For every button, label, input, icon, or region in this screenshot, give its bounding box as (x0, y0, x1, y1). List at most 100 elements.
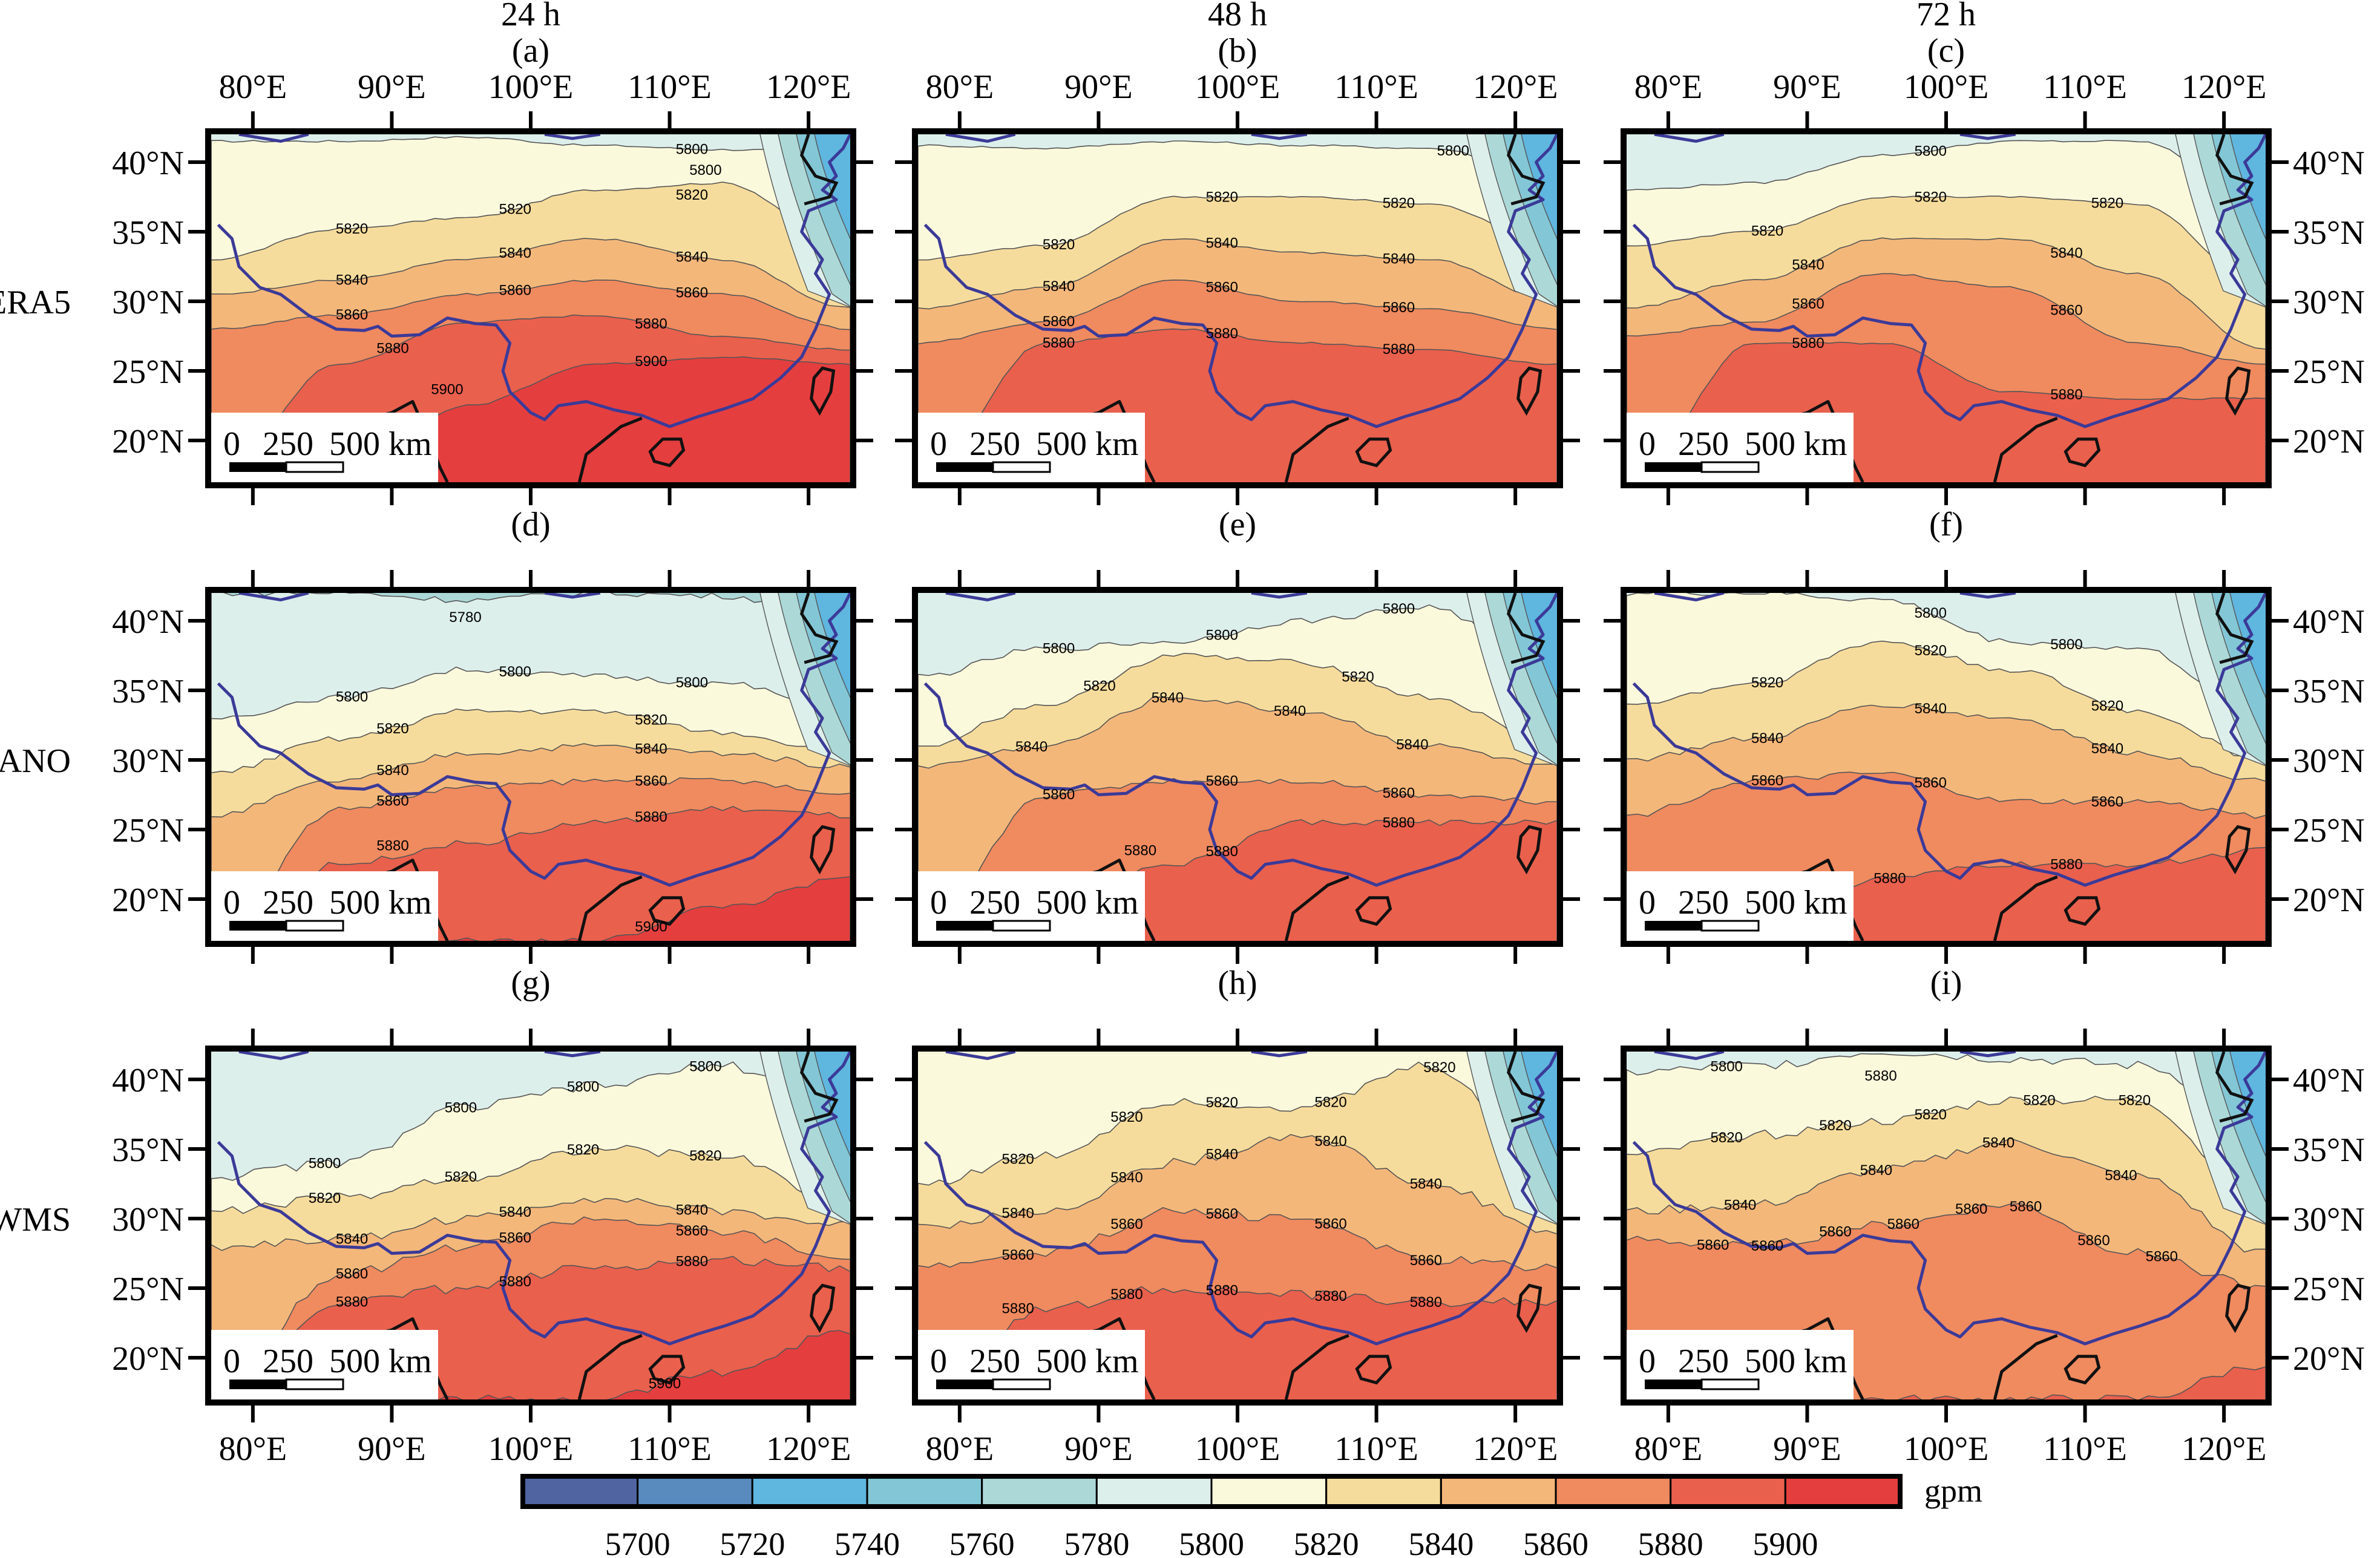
contour-label: 5840 (2091, 741, 2123, 757)
contour-label: 5820 (689, 1148, 721, 1164)
scale-bar-label: 0 (223, 884, 240, 921)
contour-label: 5860 (336, 1266, 368, 1282)
contour-label: 5900 (431, 382, 463, 398)
scale-bar-label: 0 (223, 1343, 240, 1380)
panels-layer: 5800 5800 5820 5820 5820 5840 5840 5840 5860 5860… (0, 0, 2365, 1468)
contour-label: 5820 (1711, 1130, 1743, 1146)
contour-label: 5820 (1043, 237, 1075, 253)
row-title: ERA5 (0, 284, 71, 321)
x-tick-label-bottom: 80°E (219, 1430, 287, 1468)
map-field-a (211, 134, 850, 482)
contour-label: 5860 (2010, 1199, 2042, 1215)
map-panel-f: 5800 5800 5820 5820 5820 5840 5840 5840 5860 5860… (1604, 506, 2365, 964)
colorbar-tick-label: 5720 (720, 1526, 785, 1558)
contour-label: 5860 (1206, 1206, 1238, 1222)
contour-label: 5800 (1043, 641, 1075, 657)
scale-bar-label: 0 (1639, 425, 1656, 463)
contour-label: 5860 (2077, 1232, 2110, 1249)
taiwan-island-outline (1516, 1283, 1542, 1334)
hainan-island-outline (2064, 1355, 2101, 1385)
colorbar-segment (1095, 1475, 1213, 1508)
coastline (2215, 1052, 2254, 1123)
contour-label: 5800 (1915, 143, 1947, 159)
coastline (799, 593, 839, 664)
trough-band (1521, 1052, 1557, 1157)
contour-band-5900 (219, 1330, 850, 1399)
contour-label: 5860 (676, 1223, 708, 1239)
scale-bar-black-segment (1645, 1380, 1702, 1389)
colorbar-segment (1555, 1475, 1672, 1508)
contour-label: 5780 (449, 609, 481, 626)
y-tick-label-left: 35°N (112, 214, 184, 252)
scale-bar-white-segment (992, 1378, 1051, 1390)
scale-bar-black-segment (1645, 921, 1702, 931)
x-tick-label-top: 120°E (2182, 68, 2267, 106)
contour-label: 5820 (1002, 1151, 1034, 1168)
country-border-line (1959, 134, 2016, 140)
contour-label: 5900 (635, 918, 667, 935)
contour-label: 5820 (1314, 1094, 1346, 1110)
country-border-line (923, 134, 1557, 428)
contour-label: 5900 (635, 353, 667, 370)
trough-band (814, 1052, 850, 1157)
country-border-line (217, 1052, 850, 1346)
colorbar-segment (1210, 1475, 1328, 1508)
x-tick-label-bottom: 90°E (1773, 1430, 1841, 1468)
country-border-line (1654, 1052, 1725, 1061)
taiwan-island-outline (810, 825, 836, 875)
panel-frame (1621, 128, 2272, 488)
contour-label: 5820 (1423, 1059, 1455, 1076)
x-tick-label-bottom: 80°E (1634, 1430, 1703, 1468)
hainan-island-outline (1355, 1355, 1392, 1385)
contour-label: 5860 (1206, 773, 1238, 790)
panel-letter: (d) (511, 506, 550, 543)
scale-bar-label: 500 km (1036, 884, 1139, 921)
colorbar-segment (1325, 1475, 1442, 1508)
coastline (799, 1052, 839, 1123)
scale-bar: 0 250 500 km (211, 871, 438, 941)
map-field-f (1627, 593, 2266, 941)
country-border-line (1959, 1052, 2016, 1058)
y-tick-label-left: 25°N (112, 1271, 184, 1308)
contour-label: 5820 (1915, 189, 1947, 206)
panel-letter: (i) (1930, 964, 1962, 1002)
y-tick-label-left: 20°N (112, 882, 184, 919)
contour-label-layer: 5800 5800 5800 5820 5820 5840 5840 5840 5840 5860… (1015, 601, 1429, 860)
contour-label: 5840 (1915, 701, 1947, 717)
scale-bar-black-segment (229, 921, 286, 931)
panel-frame (912, 587, 1563, 947)
country-border-line (945, 1052, 1016, 1061)
contour-label: 5820 (1083, 678, 1115, 695)
panel-letter: (h) (1218, 964, 1257, 1002)
contour-label: 5840 (1751, 730, 1783, 747)
x-tick-label-top: 80°E (926, 68, 994, 106)
scale-bar-black-segment (229, 462, 286, 472)
contour-label: 5880 (1110, 1286, 1142, 1303)
contour-label: 5840 (1015, 739, 1047, 755)
scale-bar-label: 0 (930, 884, 947, 921)
scale-bar-label: 500 km (1036, 425, 1139, 463)
country-border-line (1251, 593, 1308, 599)
colorbar-units-label: gpm (1924, 1473, 1982, 1509)
colorbar-segment (1440, 1475, 1557, 1508)
contour-label-layer: 5800 5800 5820 5820 5820 5840 5840 5840 5860 5860… (1751, 605, 2123, 886)
contour-label: 5820 (1915, 1107, 1947, 1123)
contour-label: 5840 (1396, 737, 1428, 753)
contour-label: 5880 (1206, 326, 1238, 342)
y-tick-label-left: 30°N (112, 1201, 184, 1239)
country-border-line (1251, 134, 1308, 140)
contour-label: 5860 (1410, 1252, 1442, 1269)
y-tick-label-left: 20°N (112, 423, 184, 460)
contour-label: 5860 (499, 282, 531, 298)
contour-label: 5840 (1152, 690, 1184, 706)
contour-label: 5860 (1751, 1238, 1783, 1254)
scale-bar-white-segment (285, 461, 344, 473)
country-border-line (1251, 1052, 1308, 1058)
coastline (1506, 593, 1546, 664)
contour-label: 5860 (499, 1230, 531, 1246)
contour-label: 5860 (1002, 1247, 1034, 1263)
scale-bar-label: 500 km (1745, 1343, 1847, 1380)
coastline (1284, 875, 1349, 941)
contour-label: 5800 (1206, 627, 1238, 644)
coastline (1506, 1052, 1546, 1123)
